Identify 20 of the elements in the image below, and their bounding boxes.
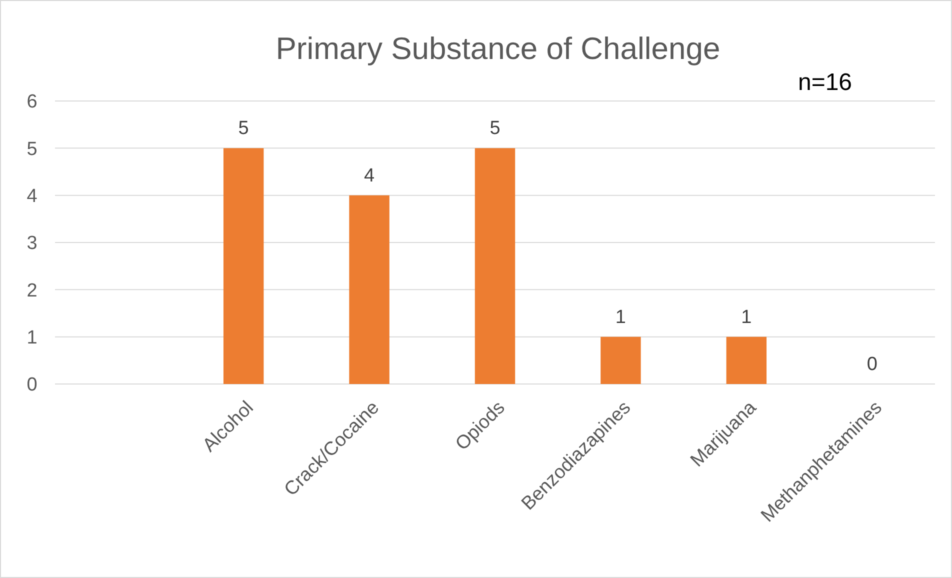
data-label: 5 bbox=[490, 118, 500, 140]
y-tick-label: 5 bbox=[26, 138, 38, 160]
y-tick-label: 3 bbox=[26, 233, 38, 254]
data-label: 0 bbox=[866, 354, 878, 375]
y-tick-label: 1 bbox=[26, 327, 38, 348]
bar bbox=[474, 148, 516, 384]
y-tick-label: 2 bbox=[26, 280, 38, 302]
data-label: 1 bbox=[615, 306, 626, 328]
bar bbox=[349, 195, 390, 384]
bar bbox=[600, 336, 641, 384]
data-label: 4 bbox=[364, 165, 375, 186]
data-label: 5 bbox=[238, 118, 249, 140]
y-tick-label: 4 bbox=[26, 186, 38, 207]
bar bbox=[223, 148, 264, 384]
bar bbox=[726, 336, 767, 384]
data-label: 1 bbox=[741, 306, 752, 328]
y-tick-label: 0 bbox=[26, 374, 38, 396]
text: n=16 bbox=[798, 69, 852, 96]
chart-title: Primary Substance of Challenge bbox=[276, 31, 720, 66]
y-tick-label: 6 bbox=[26, 92, 38, 113]
